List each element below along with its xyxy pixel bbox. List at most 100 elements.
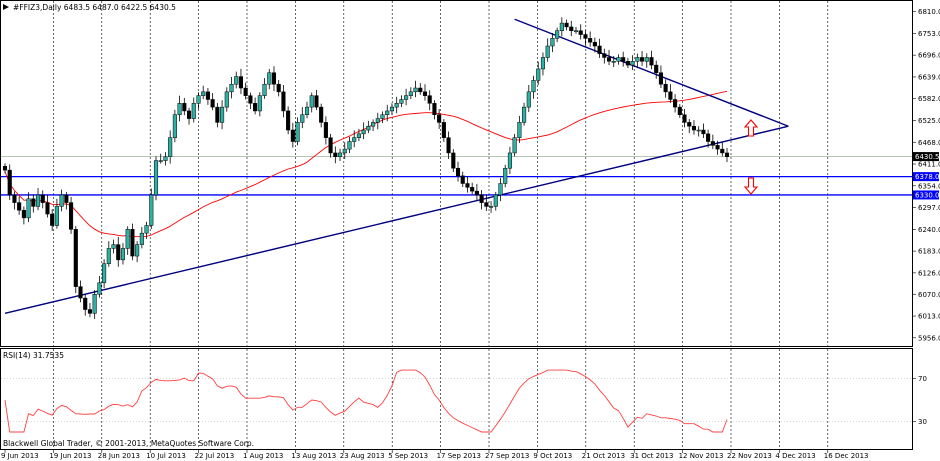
date-tick-label: 1 Aug 2013	[243, 452, 283, 460]
price-level-label: 6330.0	[915, 191, 940, 199]
candle-body	[163, 156, 168, 161]
down-arrow-icon	[743, 177, 759, 195]
candle-body	[441, 122, 446, 138]
candles	[2, 17, 730, 320]
candle-body	[658, 72, 663, 85]
candle-body	[238, 76, 243, 89]
candle-body	[87, 309, 92, 314]
candle-body	[116, 244, 121, 261]
candle-body	[611, 61, 616, 63]
candle-body	[465, 183, 470, 188]
price-tick-label: 6126.0	[918, 269, 940, 277]
candle-body	[564, 22, 569, 28]
date-tick-label: 10 Jul 2013	[146, 452, 186, 460]
candle-body	[635, 57, 640, 62]
candle-body	[654, 64, 659, 73]
candle-body	[606, 57, 612, 62]
price-tick-label: 5956.0	[918, 334, 940, 342]
candle-body	[342, 148, 347, 154]
candle-body	[356, 133, 361, 138]
price-tick-label: 6582.0	[918, 95, 940, 103]
current-price-tag	[913, 152, 939, 162]
candle-body	[602, 53, 607, 58]
date-tick-label: 28 Jun 2013	[98, 452, 140, 460]
candle-body	[177, 103, 182, 116]
candle-body	[45, 202, 50, 215]
candle-body	[158, 160, 163, 162]
candle-body	[507, 152, 512, 169]
symbol-arrow-icon	[3, 4, 9, 10]
candle-body	[229, 83, 234, 93]
candle-body	[522, 106, 527, 123]
support-trendline	[4, 125, 789, 315]
candle-body	[210, 99, 215, 108]
candle-body	[35, 194, 41, 207]
moving-average-line	[4, 90, 728, 238]
candle-body	[276, 83, 281, 93]
candle-body	[314, 95, 319, 108]
candle-body	[40, 194, 45, 203]
candle-body	[281, 91, 286, 112]
date-tick-label: 21 Oct 2013	[582, 452, 625, 460]
date-tick-label: 4 Dec 2013	[775, 452, 815, 460]
candle-body	[97, 282, 102, 295]
candle-body	[578, 30, 583, 35]
candle-body	[153, 160, 159, 196]
current-price-label: 6430.5	[915, 153, 940, 161]
candle-body	[366, 125, 371, 131]
trendlines[interactable]	[4, 18, 789, 315]
candle-body	[512, 137, 517, 154]
candle-body	[125, 229, 130, 249]
candle-body	[630, 61, 635, 66]
date-tick-label: 22 Nov 2013	[727, 452, 772, 460]
candle-body	[701, 129, 706, 135]
candle-body	[144, 225, 149, 234]
candle-body	[186, 110, 192, 119]
candle-body	[78, 286, 83, 299]
candle-body	[83, 297, 88, 310]
rsi-level-label: 70	[918, 375, 927, 383]
price-tick-label: 6411.0	[918, 161, 940, 169]
price-tick-label: 6183.0	[918, 248, 940, 256]
candle-body	[149, 194, 154, 226]
copyright-text: Blackwell Global Trader, © 2001-2013, Me…	[3, 439, 254, 448]
rsi-label: RSI(14) 31.7535	[3, 351, 64, 360]
candle-body	[234, 76, 239, 85]
candle-body	[479, 194, 484, 203]
candle-body	[12, 194, 17, 203]
candle-body	[724, 152, 730, 158]
price-level-tag	[913, 190, 939, 200]
candle-body	[437, 114, 442, 123]
candle-body	[399, 99, 404, 104]
price-level-label: 6378.0	[915, 173, 940, 181]
candle-body	[257, 95, 262, 112]
candle-body	[243, 87, 248, 96]
candle-body	[300, 114, 305, 123]
candle-body	[31, 198, 36, 207]
candle-body	[432, 103, 437, 116]
price-axis: 6810.0 6753.0 6696.0 6639.0 6582.0 6525.0 6468…	[912, 8, 940, 342]
candle-body	[253, 103, 258, 112]
candle-body	[451, 152, 456, 169]
date-tick-label: 5 Sep 2013	[388, 452, 428, 460]
candle-body	[286, 110, 291, 131]
candle-body	[569, 26, 574, 31]
candle-body	[687, 122, 692, 127]
candle-body	[205, 91, 210, 100]
candle-body	[668, 91, 673, 100]
candle-body	[262, 83, 267, 96]
rsi-panel-frame	[0, 348, 913, 450]
date-tick-label: 13 Aug 2013	[291, 452, 336, 460]
candle-body	[361, 129, 366, 135]
candle-body	[422, 91, 428, 96]
candle-body	[470, 187, 475, 192]
candle-body	[413, 87, 418, 93]
candle-body	[50, 213, 55, 226]
candle-body	[503, 167, 508, 184]
date-tick-label: 22 Jul 2013	[195, 452, 235, 460]
candle-body	[621, 57, 626, 62]
price-tick-label: 6468.0	[918, 139, 940, 147]
candle-body	[404, 95, 409, 100]
candle-body	[526, 91, 531, 108]
